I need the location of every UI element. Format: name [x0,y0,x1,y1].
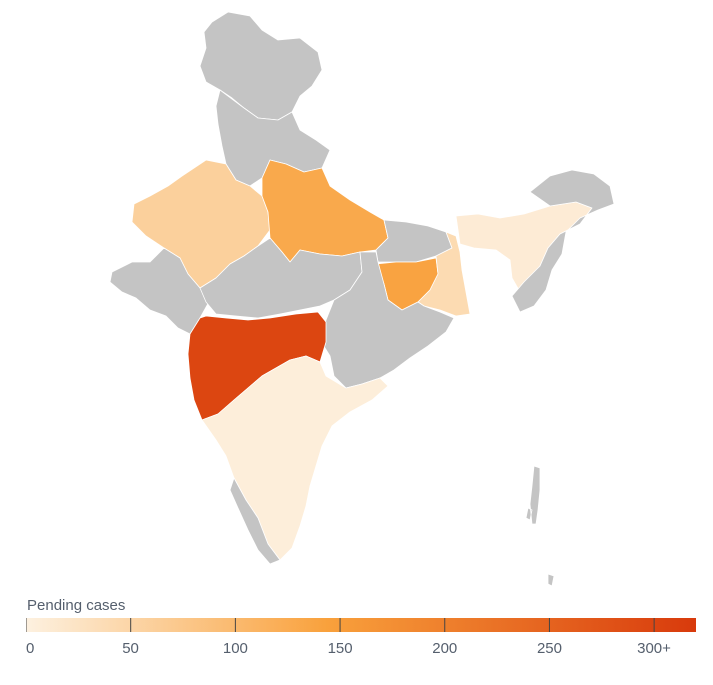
legend-tick-label: 150 [327,640,353,657]
region-northeast-other [511,169,615,313]
region-chhattisgarh-odisha [319,251,455,389]
region-islands [525,465,555,587]
region-kerala [229,477,281,565]
legend-tick-label: 250 [536,640,562,657]
india-choropleth-map [109,11,615,587]
legend-tick-label: 100 [222,640,248,657]
legend-color-scale [26,618,696,632]
legend-title: Pending cases [27,597,126,614]
legend-tick-label: 200 [432,640,458,657]
region-west-bengal [417,231,471,317]
region-northeast [455,201,593,293]
legend-tick-label: 300+ [637,640,671,657]
legend-tick-label: 50 [122,640,139,657]
legend-gradient [26,618,696,632]
region-uttar-pradesh [261,159,389,263]
legend-tick-label: 0 [26,640,35,657]
region-bihar [375,219,453,263]
